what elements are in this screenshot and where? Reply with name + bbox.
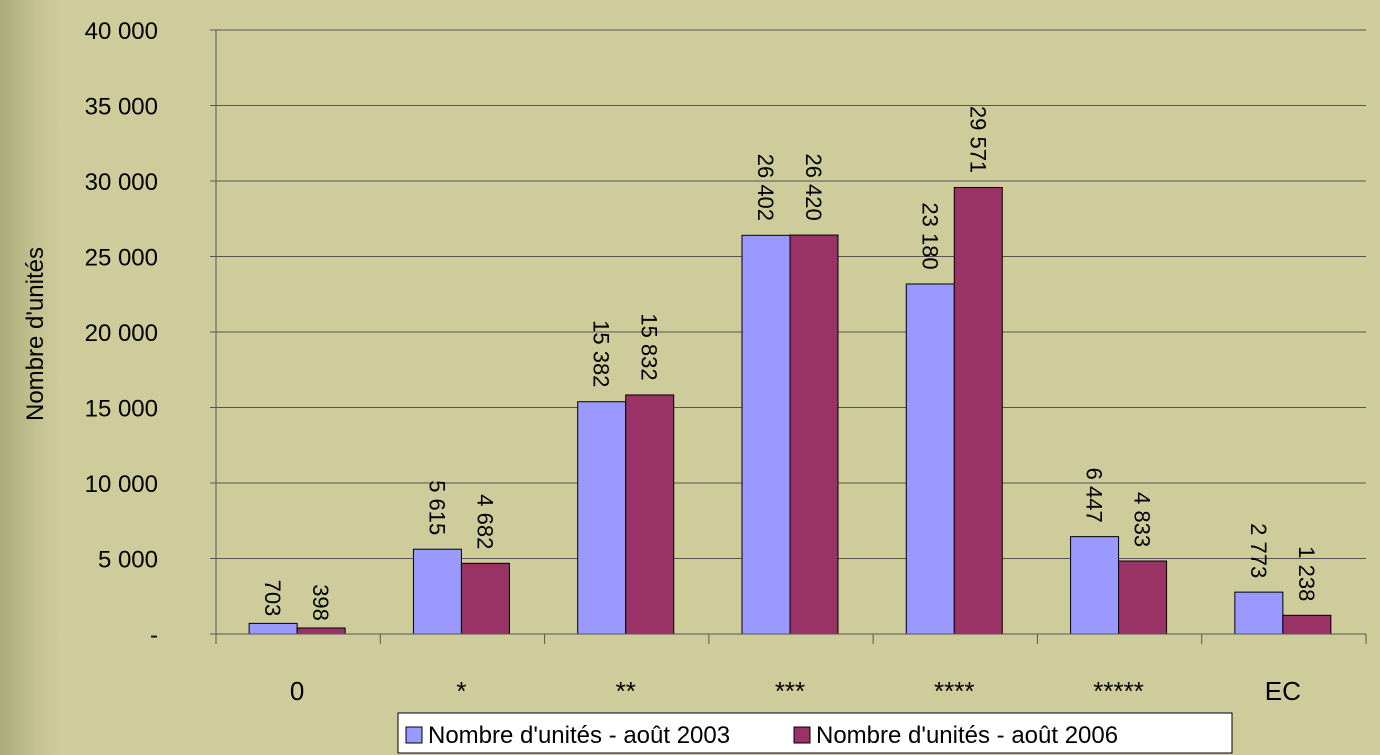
bars xyxy=(248,186,1332,635)
x-tick-label: 0 xyxy=(290,676,304,706)
legend: Nombre d'unités - août 2003 Nombre d'unit… xyxy=(397,712,1233,754)
y-tick-label: 20 000 xyxy=(85,320,158,347)
bar-aout-2003 xyxy=(1234,591,1284,635)
x-tick-label: *** xyxy=(775,676,805,706)
y-tick-label: 25 000 xyxy=(85,245,158,272)
x-tick-label: * xyxy=(456,676,466,706)
bar-aout-2003 xyxy=(412,548,462,635)
data-label: 26 420 xyxy=(801,153,826,220)
x-tick-label: ***** xyxy=(1093,676,1144,706)
bar-aout-2006 xyxy=(1118,560,1168,635)
data-label: 703 xyxy=(260,580,285,617)
y-tick-label: - xyxy=(150,622,158,649)
y-tick-label: 15 000 xyxy=(85,396,158,423)
bar-aout-2003 xyxy=(577,401,627,635)
bar-aout-2003 xyxy=(248,622,298,635)
data-label: 4 833 xyxy=(1130,492,1155,547)
x-tick-label: **** xyxy=(934,676,974,706)
data-label: 398 xyxy=(308,584,333,621)
y-tick-label: 35 000 xyxy=(85,94,158,121)
x-tick-label: ** xyxy=(616,676,636,706)
data-label: 23 180 xyxy=(917,202,942,269)
y-axis-label: Nombre d'unités xyxy=(22,247,49,421)
legend-box xyxy=(397,712,1233,754)
y-tick-label: 30 000 xyxy=(85,169,158,196)
data-label: 29 571 xyxy=(965,106,990,173)
bar-aout-2006 xyxy=(296,627,346,635)
x-tick-labels: 0 * ** *** **** ***** EC xyxy=(290,676,1301,706)
legend-entry: Nombre d'unités - août 2003 xyxy=(428,722,730,749)
data-label: 4 682 xyxy=(472,494,497,549)
data-label: 15 382 xyxy=(589,320,614,387)
bar-aout-2006 xyxy=(789,234,839,635)
bar-aout-2006 xyxy=(953,186,1003,635)
data-label: 1 238 xyxy=(1294,546,1319,601)
bar-aout-2006 xyxy=(460,562,510,635)
axes xyxy=(210,29,1367,644)
legend-entry: Nombre d'unités - août 2006 xyxy=(816,722,1118,749)
data-label: 2 773 xyxy=(1246,523,1271,578)
y-tick-label: 40 000 xyxy=(85,18,158,45)
x-tick-label: EC xyxy=(1265,676,1301,706)
background-texture xyxy=(0,0,60,755)
bar-aout-2003 xyxy=(741,234,791,635)
data-label: 26 402 xyxy=(753,154,778,221)
y-tick-label: 10 000 xyxy=(85,471,158,498)
y-tick-labels: - 5 000 10 000 15 000 20 000 25 000 30 000 35 0… xyxy=(85,18,158,649)
data-label: 6 447 xyxy=(1082,468,1107,523)
bar-aout-2003 xyxy=(905,283,955,635)
bar-aout-2006 xyxy=(1282,614,1332,635)
data-label: 5 615 xyxy=(424,480,449,535)
legend-swatch xyxy=(793,726,811,744)
bar-aout-2006 xyxy=(625,394,675,635)
data-labels: 703 398 5 615 4 682 15 382 15 832 26 402 26 420… xyxy=(260,106,1319,621)
legend-swatch xyxy=(405,726,423,744)
y-tick-label: 5 000 xyxy=(98,547,158,574)
data-label: 15 832 xyxy=(637,313,662,380)
bar-aout-2003 xyxy=(1070,536,1120,635)
